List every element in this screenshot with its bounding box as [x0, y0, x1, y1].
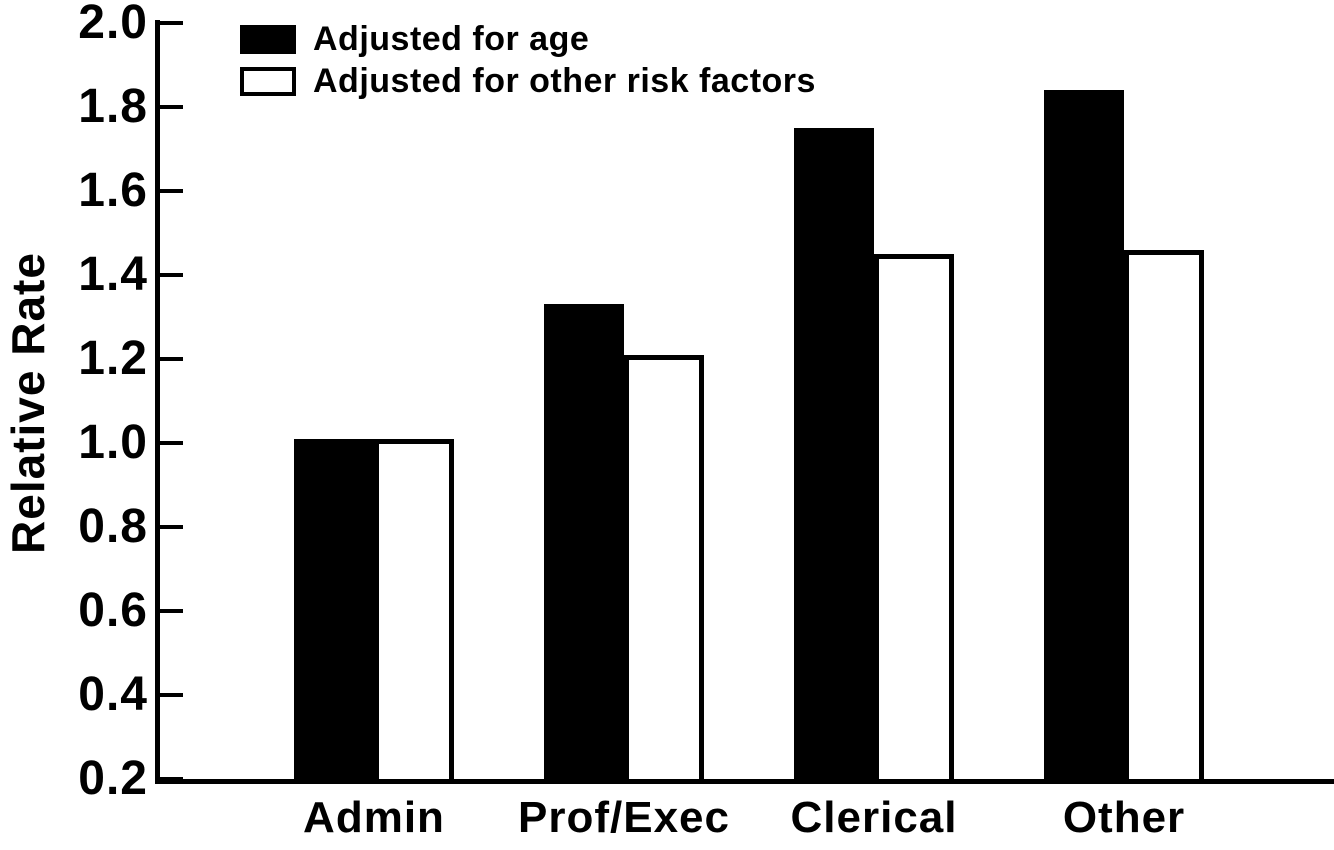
- bar-hollow-clerical: [874, 254, 954, 779]
- bar-filled-admin: [294, 439, 374, 779]
- y-tick-mark: [157, 609, 183, 613]
- bar-filled-clerical: [794, 128, 874, 779]
- bar-hollow-admin: [374, 439, 454, 779]
- y-tick-mark: [157, 189, 183, 193]
- y-tick-mark: [157, 693, 183, 697]
- y-tick-label: 0.8: [78, 500, 148, 553]
- y-tick-mark: [157, 105, 183, 109]
- y-tick-label: 1.0: [78, 416, 148, 469]
- y-tick-label: 1.6: [78, 164, 148, 217]
- legend-item-adjusted-for-other-risk-factors: Adjusted for other risk factors: [240, 62, 816, 100]
- y-tick-label: 2.0: [78, 0, 148, 49]
- bar-hollow-prof-exec: [624, 355, 704, 779]
- y-tick-mark: [157, 441, 183, 445]
- x-tick-label-other: Other: [1062, 793, 1186, 842]
- bar-filled-other: [1044, 90, 1124, 779]
- x-tick-label-clerical: Clerical: [790, 793, 958, 842]
- y-tick-label: 1.4: [78, 248, 148, 301]
- y-axis-title: Relative Rate: [2, 252, 54, 554]
- legend-label: Adjusted for age: [313, 20, 590, 58]
- y-tick-label: 0.4: [78, 668, 148, 721]
- y-tick-mark: [157, 777, 183, 781]
- bar-hollow-other: [1124, 250, 1204, 779]
- legend-swatch-hollow: [240, 67, 296, 96]
- y-tick-label: 1.8: [78, 80, 148, 133]
- y-tick-label: 1.2: [78, 332, 148, 385]
- legend-swatch-filled: [240, 25, 296, 54]
- y-tick-mark: [157, 525, 183, 529]
- y-axis-line: [155, 20, 160, 784]
- x-tick-label-admin: Admin: [303, 793, 445, 842]
- y-tick-mark: [157, 273, 183, 277]
- legend: Adjusted for age Adjusted for other risk…: [240, 20, 816, 109]
- y-tick-mark: [157, 357, 183, 361]
- legend-item-adjusted-for-age: Adjusted for age: [240, 20, 816, 58]
- y-tick-label: 0.6: [78, 584, 148, 637]
- y-tick-label: 0.2: [78, 752, 148, 805]
- y-tick-mark: [157, 21, 183, 25]
- legend-label: Adjusted for other risk factors: [313, 62, 816, 100]
- bar-filled-prof-exec: [544, 304, 624, 779]
- x-tick-label-prof-exec: Prof/Exec: [518, 793, 730, 842]
- x-axis-line: [155, 779, 1334, 784]
